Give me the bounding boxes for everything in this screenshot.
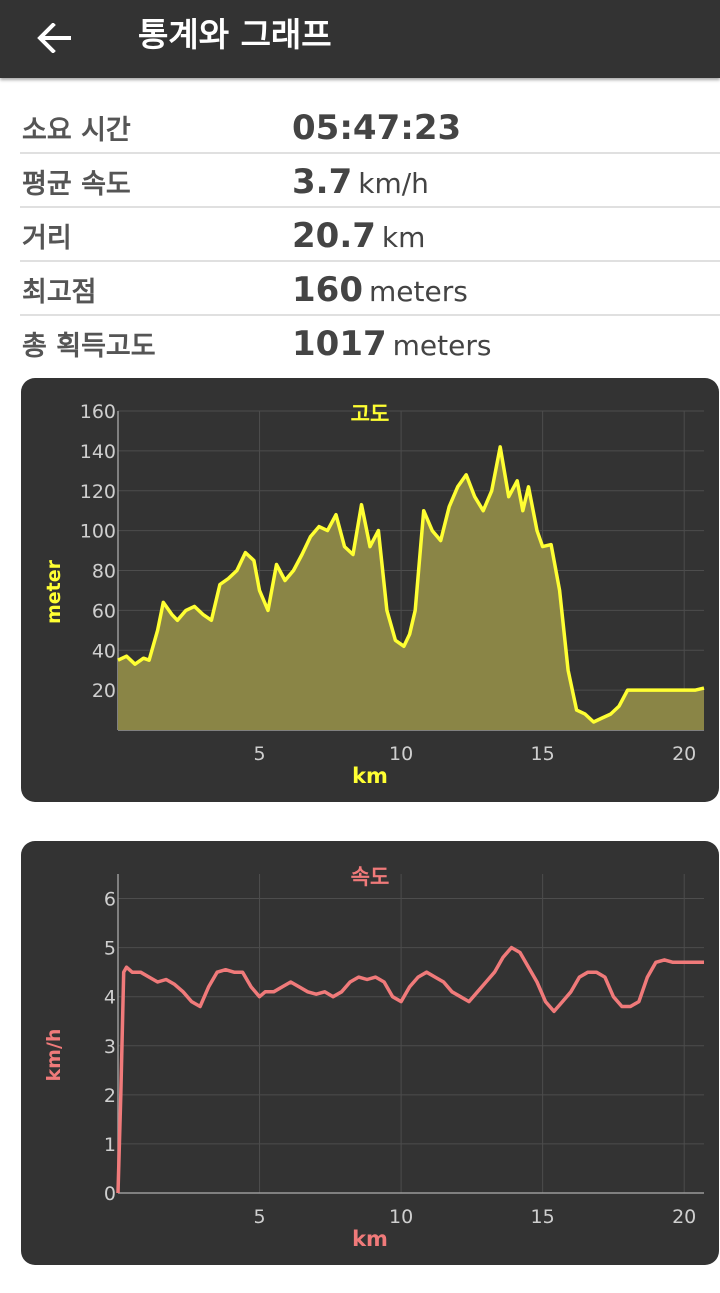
stat-label: 총 획득고도	[22, 331, 156, 362]
series-line	[116, 945, 704, 1194]
stats-list: 소요 시간 05:47:23 평균 속도 3.7 km/h 거리 20.7 km 최…	[20, 100, 720, 368]
stat-row-elevation-gain: 총 획득고도 1017 meters	[20, 316, 720, 368]
series-line	[117, 445, 705, 724]
y-tick-label: 4	[104, 987, 116, 1009]
x-tick-label: 15	[531, 743, 555, 765]
chart-title: 속도	[350, 865, 390, 889]
speed-chart-plot: 0 1 2 3 4 5 6 5 10 15 20	[104, 874, 704, 1228]
y-tick-label: 20	[92, 680, 116, 702]
y-tick-label: 160	[80, 401, 116, 423]
x-tick-label: 5	[253, 743, 265, 765]
x-tick-label: 10	[389, 1206, 413, 1228]
stat-label: 최고점	[22, 277, 97, 308]
back-button[interactable]	[28, 12, 80, 64]
x-tick-label: 10	[389, 743, 413, 765]
elevation-chart-plot: 20 40 60 80 100 120 140 160 5 10 15 20	[80, 401, 705, 765]
chart-title: 고도	[350, 402, 390, 426]
x-tick-label: 15	[531, 1206, 555, 1228]
stat-unit: km	[381, 221, 426, 254]
y-tick-label: 2	[104, 1085, 116, 1107]
y-tick-label: 60	[92, 600, 116, 622]
x-tick-label: 20	[672, 743, 696, 765]
y-tick-label: 5	[104, 938, 116, 960]
x-tick-label: 20	[672, 1206, 696, 1228]
x-tick-label: 5	[253, 1206, 265, 1228]
stat-value: 1017 meters	[292, 324, 491, 364]
y-axis-label: km/h	[43, 1028, 65, 1082]
stat-unit: km/h	[358, 167, 429, 200]
x-axis-label: km	[352, 764, 388, 788]
y-tick-label: 1	[104, 1134, 116, 1156]
stat-row-avg-speed: 평균 속도 3.7 km/h	[20, 154, 720, 208]
y-tick-label: 0	[104, 1183, 116, 1205]
speed-chart: 0 1 2 3 4 5 6 5 10 15 20 속도 km km/h	[21, 841, 719, 1265]
area-fill	[118, 446, 704, 730]
stat-row-highest-point: 최고점 160 meters	[20, 262, 720, 316]
page-title: 통계와 그래프	[138, 15, 332, 54]
y-tick-label: 100	[80, 521, 116, 543]
stat-number: 20.7	[292, 216, 376, 256]
stat-value: 20.7 km	[292, 216, 425, 256]
stat-number: 1017	[292, 324, 387, 364]
stat-row-duration: 소요 시간 05:47:23	[20, 100, 720, 154]
stat-value: 05:47:23	[292, 108, 467, 148]
y-tick-label: 3	[104, 1036, 116, 1058]
app-bar: 통계와 그래프	[0, 0, 720, 78]
stat-number: 3.7	[292, 162, 353, 202]
y-tick-label: 140	[80, 441, 116, 463]
x-axis-label: km	[352, 1227, 388, 1251]
stat-unit: meters	[392, 329, 492, 362]
stat-label: 거리	[22, 223, 72, 254]
stat-row-distance: 거리 20.7 km	[20, 208, 720, 262]
stat-unit: meters	[368, 275, 468, 308]
stat-number: 160	[292, 270, 363, 310]
y-tick-label: 6	[104, 889, 116, 911]
y-axis-label: meter	[43, 559, 65, 625]
y-tick-label: 40	[92, 640, 116, 662]
stat-label: 소요 시간	[22, 115, 131, 146]
arrow-left-icon	[37, 23, 71, 53]
stat-number: 05:47:23	[292, 108, 462, 148]
elevation-chart: 20 40 60 80 100 120 140 160 5 10 15 20 고도 km meter	[21, 378, 719, 802]
y-tick-label: 120	[80, 481, 116, 503]
stat-value: 3.7 km/h	[292, 162, 429, 202]
y-tick-label: 80	[92, 561, 116, 583]
stat-value: 160 meters	[292, 270, 468, 310]
stat-label: 평균 속도	[22, 169, 131, 200]
